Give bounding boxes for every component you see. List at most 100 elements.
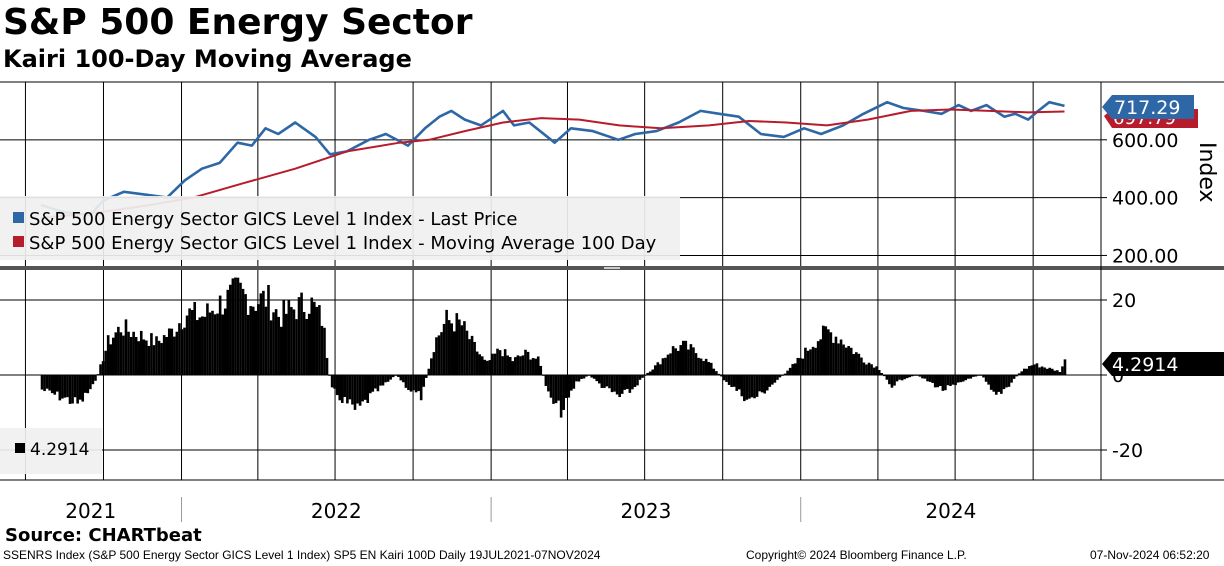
kairi-bar <box>290 307 293 375</box>
kairi-bar <box>702 361 705 375</box>
kairi-bar <box>1061 366 1064 375</box>
kairi-bar <box>424 375 428 378</box>
kairi-bar <box>81 375 85 402</box>
kairi-bar <box>379 375 382 386</box>
kairi-bar <box>277 316 280 375</box>
kairi-bar <box>83 375 87 393</box>
upper-legend: S&P 500 Energy Sector GICS Level 1 Index… <box>0 196 680 260</box>
kairi-bar <box>111 337 115 375</box>
kairi-bar <box>460 325 464 375</box>
kairi-bar <box>114 332 118 375</box>
kairi-bar <box>55 375 59 392</box>
kairi-bar <box>361 375 364 402</box>
kairi-bar <box>913 375 917 376</box>
kairi-bar <box>753 375 756 399</box>
kairi-bar <box>61 375 64 399</box>
kairi-bar <box>447 320 451 375</box>
kairi-bar <box>43 375 46 392</box>
kairi-bar <box>832 342 835 375</box>
y-axis-title: Index <box>1194 142 1219 203</box>
kairi-bar <box>974 375 978 377</box>
kairi-bar <box>346 375 349 404</box>
kairi-bar <box>165 336 169 375</box>
kairi-bar <box>903 375 906 380</box>
kairi-bar <box>478 354 482 375</box>
kairi-bar <box>829 332 833 375</box>
kairi-bar <box>732 375 736 387</box>
kairi-bar <box>134 336 138 375</box>
kairi-bar <box>618 375 621 398</box>
kairi-bar <box>211 310 214 375</box>
kairi-bar <box>262 290 265 375</box>
kairi-bar <box>956 375 960 383</box>
kairi-bar <box>363 375 367 400</box>
kairi-bar <box>987 375 990 385</box>
kairi-bar <box>972 375 975 377</box>
kairi-bar <box>430 358 433 375</box>
y-tick-label: -20 <box>1112 440 1143 462</box>
kairi-bar <box>78 375 82 400</box>
kairi-bar <box>180 329 184 375</box>
kairi-bar <box>218 295 222 375</box>
kairi-bar <box>404 375 408 388</box>
kairi-bar <box>368 375 372 394</box>
chart-subtitle: Kairi 100-Day Moving Average <box>3 45 412 73</box>
kairi-bar <box>124 319 128 375</box>
kairi-bar <box>536 356 540 375</box>
kairi-bar <box>633 375 637 387</box>
kairi-bar <box>951 375 955 385</box>
kairi-bar <box>666 354 670 375</box>
kairi-bar <box>1000 375 1003 394</box>
kairi-bar <box>796 357 800 375</box>
kairi-bar <box>778 375 782 378</box>
kairi-bar <box>86 375 90 394</box>
kairi-bar <box>885 375 889 380</box>
kairi-bar <box>664 357 667 375</box>
kairi-bar <box>860 357 863 375</box>
kairi-bar <box>63 375 67 398</box>
kairi-bar <box>799 358 802 375</box>
kairi-bar <box>549 375 553 398</box>
kairi-bar <box>157 340 161 375</box>
kairi-bar <box>750 375 754 398</box>
kairi-bar <box>417 375 420 392</box>
kairi-bar <box>150 333 153 375</box>
kairi-bar <box>661 358 665 375</box>
kairi-bar <box>547 375 550 392</box>
kairi-bar <box>567 375 571 398</box>
kairi-bar <box>183 327 186 375</box>
kairi-bar <box>409 375 413 392</box>
kairi-bar <box>656 362 660 375</box>
kairi-bar <box>282 300 286 375</box>
kairi-bar <box>91 375 95 385</box>
kairi-bar <box>712 368 716 375</box>
kairi-bar <box>267 284 270 375</box>
kairi-bar <box>465 330 469 375</box>
kairi-bar <box>994 375 998 395</box>
kairi-bar <box>1050 368 1054 375</box>
kairi-bar <box>590 375 593 378</box>
kairi-bar <box>526 351 530 375</box>
kairi-bar <box>1012 375 1016 379</box>
kairi-bar <box>659 364 662 375</box>
kairi-bar <box>704 358 708 375</box>
kairi-bar <box>137 341 141 375</box>
kairi-bar <box>977 375 980 376</box>
kairi-bar <box>440 332 443 375</box>
kairi-bar <box>323 327 326 375</box>
kairi-bar <box>648 371 652 375</box>
x-year-label: 2023 <box>620 499 671 523</box>
kairi-bar <box>745 375 749 400</box>
kairi-bar <box>809 349 812 375</box>
kairi-bar <box>66 375 69 398</box>
kairi-bar <box>374 375 377 389</box>
kairi-bar <box>437 335 441 375</box>
legend-kairi-value: 4.2914 <box>30 440 89 460</box>
kairi-bar <box>938 375 942 386</box>
kairi-bar <box>966 375 970 379</box>
kairi-bar <box>511 361 515 375</box>
kairi-bar <box>302 311 306 375</box>
kairi-bar <box>959 375 962 383</box>
kairi-bar <box>389 375 392 380</box>
